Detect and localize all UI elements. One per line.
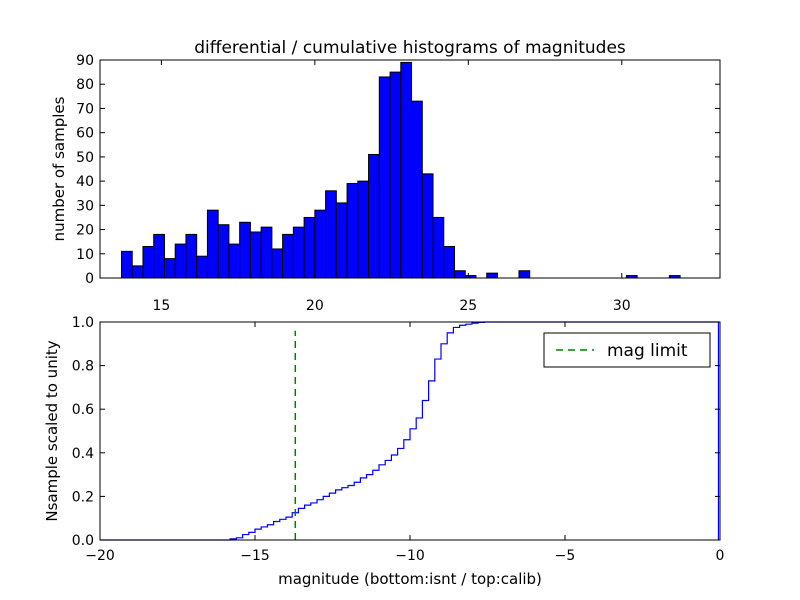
- cumulative-panel: Nsample scaled to unity magnitude (botto…: [43, 315, 724, 588]
- histogram-bar: [411, 100, 423, 279]
- histogram-bar: [303, 216, 316, 279]
- histogram-plot-frame: [99, 59, 721, 279]
- cumulative-y-axis-label: Nsample scaled to unity: [43, 340, 61, 521]
- cumulative-x-tick-label: −5: [555, 548, 576, 564]
- histogram-y-tick-label: 50: [76, 150, 94, 166]
- histogram-y-tick-label: 20: [76, 223, 94, 239]
- histogram-bar: [217, 224, 230, 279]
- histogram-ticks: 0 10 20 30 40 50 60 70 80 90 15 20 25 30: [76, 53, 720, 314]
- histogram-bar: [335, 202, 348, 279]
- histogram-bar: [249, 231, 262, 279]
- legend-label-mag-limit: mag limit: [607, 341, 688, 361]
- histogram-y-tick-label: 30: [76, 198, 94, 214]
- cumulative-y-tick-label: 0.4: [72, 446, 94, 462]
- histogram-bar: [185, 233, 198, 279]
- histogram-y-tick-label: 90: [76, 53, 94, 69]
- histogram-bar: [314, 209, 327, 279]
- histogram-bar: [260, 226, 273, 279]
- histogram-x-tick-label: 20: [306, 298, 324, 314]
- histogram-bar: [292, 226, 305, 279]
- histogram-y-tick-label: 10: [76, 247, 94, 263]
- cumulative-y-tick-label: 0.6: [72, 402, 94, 418]
- cumulative-y-tick-label: 0.0: [72, 533, 94, 549]
- histogram-y-tick-label: 40: [76, 174, 94, 190]
- histogram-bar: [421, 173, 434, 279]
- cumulative-y-tick-label: 0.2: [72, 489, 94, 505]
- histogram-bar: [282, 233, 294, 279]
- histogram-x-tick-label: 15: [152, 298, 170, 314]
- histogram-bar: [357, 180, 370, 279]
- histogram-y-tick-label: 60: [76, 126, 94, 142]
- cumulative-ticks: 0.0 0.2 0.4 0.6 0.8 1.0 −20 −15 −10 −5 0: [72, 315, 725, 564]
- cumulative-step-line: [100, 321, 720, 541]
- histogram-y-tick-label: 0: [85, 271, 94, 287]
- histogram-bar: [518, 270, 531, 279]
- histogram-bar: [454, 270, 466, 279]
- histogram-y-tick-label: 80: [76, 77, 94, 93]
- cumulative-y-tick-label: 0.8: [72, 359, 94, 375]
- histogram-bar: [443, 246, 456, 279]
- chart-title: differential / cumulative histograms of …: [194, 38, 626, 58]
- histogram-bar: [206, 209, 219, 279]
- histogram-y-tick-label: 70: [76, 101, 94, 117]
- histogram-bar: [153, 233, 165, 279]
- histogram-panel: differential / cumulative histograms of …: [50, 38, 721, 314]
- histogram-bar: [432, 216, 445, 279]
- cumulative-x-tick-label: −15: [240, 548, 270, 564]
- histogram-x-tick-label: 30: [613, 298, 631, 314]
- cumulative-x-tick-label: −10: [395, 548, 425, 564]
- histogram-y-axis-label: number of samples: [50, 96, 68, 241]
- cumulative-plot-frame: [99, 321, 721, 541]
- cumulative-lines: [100, 321, 720, 541]
- histogram-bar: [163, 258, 176, 279]
- histogram-bar: [389, 71, 402, 279]
- cumulative-x-tick-label: −20: [85, 548, 115, 564]
- cumulative-x-tick-label: 0: [716, 548, 725, 564]
- histogram-bar: [131, 265, 144, 279]
- legend: mag limit: [543, 332, 711, 368]
- histogram-bar: [271, 248, 284, 279]
- histogram-bar: [378, 76, 391, 279]
- histogram-x-tick-label: 25: [459, 298, 477, 314]
- histogram-bar: [174, 243, 187, 279]
- histogram-bar: [239, 221, 251, 279]
- histogram-bar: [228, 243, 241, 279]
- histogram-bar: [120, 250, 133, 279]
- histogram-bar: [368, 153, 380, 279]
- histogram-bar: [400, 61, 413, 279]
- histogram-bar: [486, 272, 498, 279]
- histogram-bar: [325, 190, 337, 279]
- cumulative-x-axis-label: magnitude (bottom:isnt / top:calib): [278, 570, 542, 588]
- histogram-bar: [346, 183, 359, 279]
- histogram-bar: [142, 246, 155, 279]
- histogram-bar: [196, 255, 208, 279]
- cumulative-y-tick-label: 1.0: [72, 315, 94, 331]
